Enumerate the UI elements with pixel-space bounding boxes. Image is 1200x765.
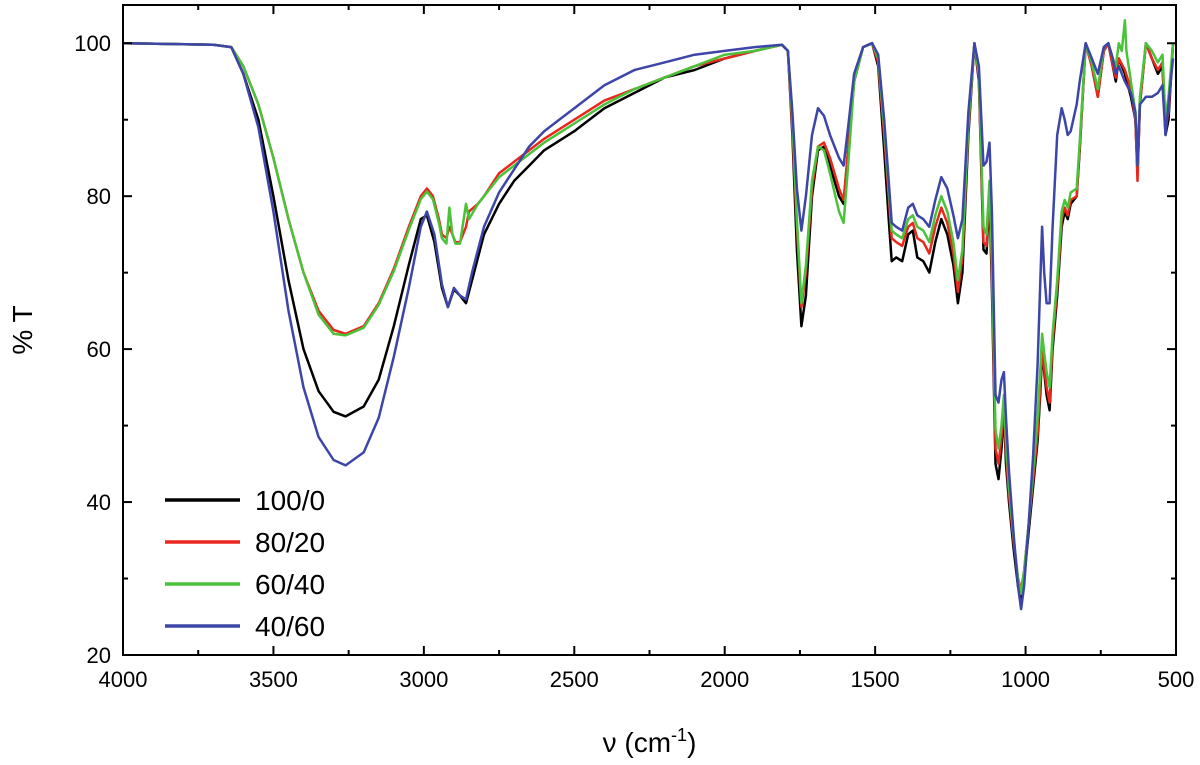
series-line-100-0	[123, 41, 1175, 603]
y-tick-label: 80	[87, 184, 111, 209]
x-axis-title: ν (cm-1)	[603, 725, 697, 758]
series-layer	[123, 19, 1175, 611]
x-axis-title-main: ν (cm	[603, 727, 671, 758]
legend-label: 80/20	[255, 527, 325, 558]
x-tick-label: 3000	[399, 667, 448, 692]
x-tick-label: 1500	[851, 667, 900, 692]
ticks-layer: 4000 3500 3000 2500 2000 1500 1000 500 20 40 60 80 1…	[74, 5, 1194, 692]
legend-label: 60/40	[255, 569, 325, 600]
y-tick-label: 60	[87, 337, 111, 362]
legend-label: 100/0	[255, 485, 325, 516]
x-tick-label: 2500	[550, 667, 599, 692]
legend: 100/0 80/20 60/40 40/60	[165, 485, 325, 642]
series-line-40-60	[123, 41, 1175, 611]
x-tick-label: 500	[1158, 667, 1195, 692]
y-tick-label: 100	[74, 31, 111, 56]
x-tick-label: 3500	[249, 667, 298, 692]
y-tick-label: 40	[87, 490, 111, 515]
x-tick-label: 1000	[1001, 667, 1050, 692]
y-axis-title: % T	[7, 305, 38, 354]
x-axis-title-close: )	[687, 727, 696, 758]
y-tick-label: 20	[87, 643, 111, 668]
x-axis-title-superscript: -1	[671, 725, 687, 745]
legend-label: 40/60	[255, 611, 325, 642]
x-tick-label: 4000	[99, 667, 148, 692]
x-tick-label: 2000	[700, 667, 749, 692]
